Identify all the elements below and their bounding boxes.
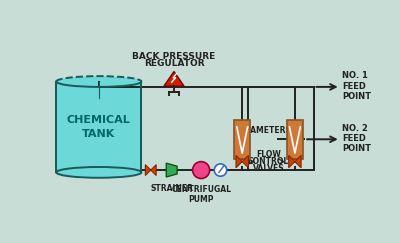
FancyBboxPatch shape — [234, 120, 250, 158]
Text: TANK: TANK — [82, 129, 116, 139]
Text: BACK PRESSURE: BACK PRESSURE — [132, 52, 216, 61]
Ellipse shape — [56, 167, 142, 178]
FancyBboxPatch shape — [287, 120, 303, 158]
Circle shape — [193, 162, 210, 179]
Text: CHEMICAL: CHEMICAL — [67, 115, 131, 125]
Text: CENTRIFUGAL
PUMP: CENTRIFUGAL PUMP — [171, 185, 231, 204]
Text: NO. 1
FEED
POINT: NO. 1 FEED POINT — [342, 71, 371, 101]
Text: FLOW: FLOW — [256, 150, 281, 159]
Text: REGULATOR: REGULATOR — [144, 59, 204, 68]
Text: CONTROL: CONTROL — [248, 157, 289, 166]
Polygon shape — [164, 71, 184, 86]
Ellipse shape — [56, 76, 142, 87]
Text: NO. 2
FEED
POINT: NO. 2 FEED POINT — [342, 124, 371, 153]
Bar — [56, 81, 142, 172]
Polygon shape — [145, 165, 156, 175]
Text: VALVES: VALVES — [253, 164, 284, 173]
Text: STRAINER: STRAINER — [150, 184, 193, 193]
Circle shape — [214, 164, 227, 176]
Polygon shape — [236, 156, 248, 168]
Text: ROTAMETERS: ROTAMETERS — [234, 126, 291, 135]
Polygon shape — [166, 163, 177, 177]
Polygon shape — [289, 156, 301, 168]
